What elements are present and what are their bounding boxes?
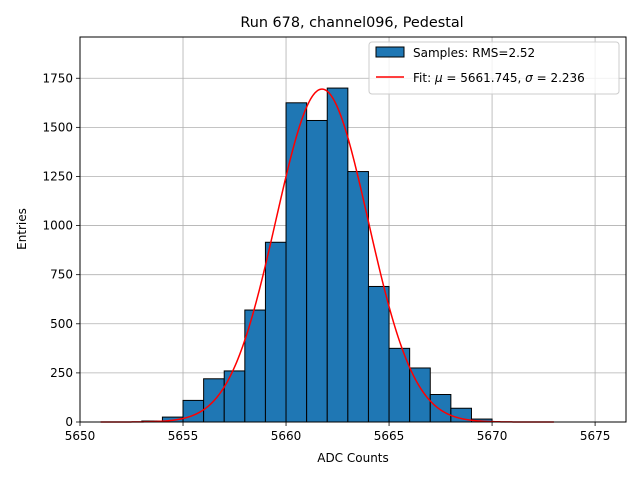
legend-fit-sigma-value: = 2.236	[533, 71, 585, 85]
histogram-bar	[285, 102, 308, 423]
y-axis-label: Entries	[15, 208, 29, 250]
legend-box	[368, 41, 620, 95]
legend-fit-sigma-symbol: σ	[525, 71, 533, 85]
legend-label-histogram: Samples: RMS=2.52	[413, 46, 535, 60]
fit-curve-group	[100, 88, 554, 423]
plot-frame	[79, 36, 627, 423]
legend-fit-mu-value: = 5661.745,	[443, 71, 526, 85]
legend: Samples: RMS=2.52 Fit: μ = 5661.745, σ =…	[368, 41, 620, 95]
histogram-bar	[223, 370, 246, 423]
y-tick-label: 750	[50, 268, 73, 282]
legend-fit-prefix: Fit:	[413, 71, 435, 85]
x-axis-label: ADC Counts	[317, 451, 389, 465]
x-tick-label: 5655	[168, 429, 199, 443]
chart-title: Run 678, channel096, Pedestal	[240, 15, 463, 31]
legend-fit-mu-symbol: μ	[434, 71, 443, 85]
histogram-bar	[264, 241, 287, 423]
x-axis-ticks: 5650 5655 5660 5665 5670 5675	[65, 422, 611, 443]
legend-label-fit: Fit: μ = 5661.745, σ = 2.236	[413, 71, 585, 85]
histogram-bar	[429, 394, 452, 423]
histogram-bar	[306, 119, 328, 423]
histogram-bar	[244, 309, 266, 423]
y-tick-label: 250	[50, 366, 73, 380]
y-axis-ticks: 0 250 500 750 1000 1250 1500 1750	[42, 71, 80, 429]
histogram-bar	[326, 87, 349, 423]
y-tick-label: 1250	[42, 169, 73, 183]
x-tick-label: 5660	[271, 429, 302, 443]
y-tick-label: 1750	[42, 71, 73, 85]
y-tick-label: 1500	[42, 120, 73, 134]
legend-swatch-histogram	[375, 46, 405, 58]
histogram-bar	[409, 367, 431, 423]
x-tick-label: 5650	[65, 429, 96, 443]
y-tick-label: 500	[50, 317, 73, 331]
x-tick-label: 5675	[580, 429, 611, 443]
histogram-bars	[141, 87, 493, 423]
y-tick-label: 1000	[42, 219, 73, 233]
x-tick-label: 5665	[374, 429, 405, 443]
histogram-bar	[367, 285, 390, 423]
x-tick-label: 5670	[477, 429, 508, 443]
fit-curve	[100, 88, 554, 423]
y-tick-label: 0	[65, 415, 73, 429]
